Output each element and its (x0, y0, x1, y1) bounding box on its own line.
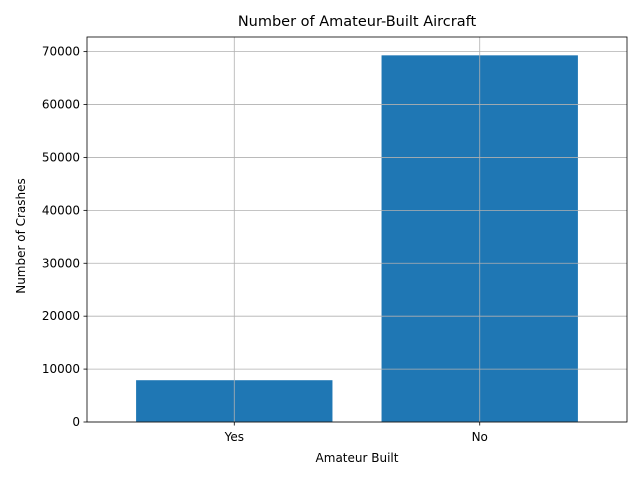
x-tick-label: Yes (224, 430, 244, 444)
bars (136, 55, 578, 422)
chart-title: Number of Amateur-Built Aircraft (238, 14, 477, 30)
y-tick-label: 50000 (42, 150, 80, 164)
y-axis-label: Number of Crashes (14, 178, 28, 294)
y-tick-label: 30000 (42, 256, 80, 270)
y-axis-ticks: 0 10000 20000 30000 40000 50000 60000 70000 (42, 45, 87, 429)
x-axis-label: Amateur Built (316, 451, 399, 465)
x-axis-ticks: Yes No (224, 422, 488, 444)
y-tick-label: 20000 (42, 309, 80, 323)
y-tick-label: 40000 (42, 203, 80, 217)
x-tick-label: No (472, 430, 488, 444)
y-tick-label: 60000 (42, 98, 80, 112)
plot-frame (86, 36, 628, 423)
y-tick-label: 70000 (42, 45, 80, 59)
y-tick-label: 10000 (42, 362, 80, 376)
grid-overlay (87, 37, 627, 423)
y-tick-label: 0 (72, 415, 80, 429)
